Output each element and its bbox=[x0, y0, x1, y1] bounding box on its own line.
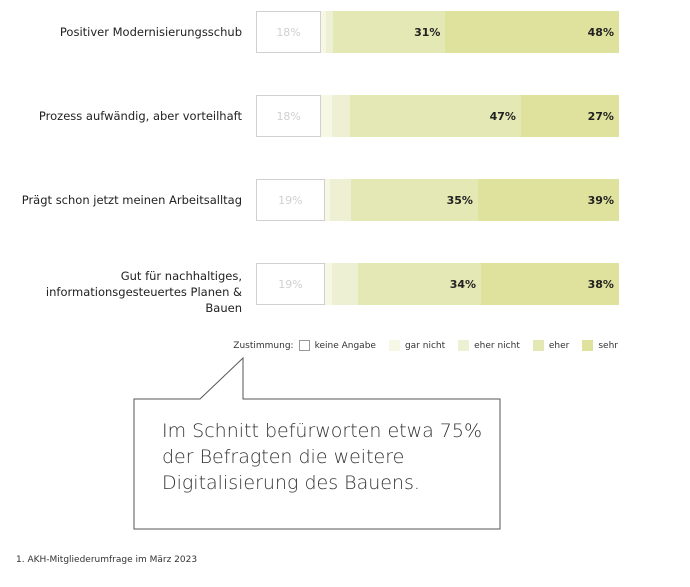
legend-swatch bbox=[532, 340, 544, 351]
legend-label: eher nicht bbox=[474, 340, 520, 351]
bar-segment-eher-nicht bbox=[326, 11, 334, 53]
data-label: 39% bbox=[587, 193, 614, 207]
data-label: 31% bbox=[414, 25, 441, 39]
bar-segment-sehr: 38% bbox=[481, 263, 619, 305]
bar-row: 18% 31% 48% bbox=[256, 11, 619, 53]
data-label: 19% bbox=[278, 193, 303, 207]
legend-swatch bbox=[388, 340, 400, 351]
bar-segment-eher: 31% bbox=[333, 11, 446, 53]
data-label: 19% bbox=[278, 277, 303, 291]
bar-row: 19% 35% 39% bbox=[256, 179, 619, 221]
data-label: 18% bbox=[276, 109, 301, 123]
bar-segment-sehr: 39% bbox=[477, 179, 619, 221]
bar-row: 18% 47% 27% bbox=[256, 95, 619, 137]
bar-segment-gar-nicht bbox=[324, 263, 333, 305]
bar-segment-keine-angabe: 18% bbox=[256, 95, 322, 137]
bar-segment-gar-nicht bbox=[321, 95, 333, 137]
data-label: 35% bbox=[446, 193, 473, 207]
category-label: Prozess aufwändig, aber vorteilhaft bbox=[38, 109, 242, 123]
callout-text: Im Schnitt befürworten etwa 75% der Befr… bbox=[162, 420, 483, 494]
bar-row: 19% 34% 38% bbox=[256, 263, 619, 305]
data-label: 47% bbox=[489, 109, 516, 123]
legend-label: keine Angabe bbox=[314, 340, 376, 351]
legend-label: eher bbox=[548, 340, 570, 351]
bar-segment-eher: 34% bbox=[357, 263, 482, 305]
data-label: 48% bbox=[587, 25, 614, 39]
data-label: 27% bbox=[587, 109, 614, 123]
category-label: Gut für nachhaltiges, informationsgesteu… bbox=[45, 269, 242, 315]
bar-segment-keine-angabe: 19% bbox=[256, 179, 325, 221]
bar-segment-sehr: 48% bbox=[445, 11, 619, 53]
bar-segment-gar-nicht bbox=[324, 179, 330, 221]
legend-swatch bbox=[298, 340, 310, 351]
bar-segment-gar-nicht bbox=[321, 11, 327, 53]
legend-label: sehr bbox=[598, 340, 618, 351]
legend-title: Zustimmung: bbox=[233, 340, 294, 351]
legend: Zustimmung: keine Angabe gar nicht eher ni… bbox=[233, 340, 618, 351]
bar-segment-eher-nicht bbox=[332, 263, 358, 305]
data-label: 34% bbox=[449, 277, 477, 291]
footnote: 1. AKH-Mitgliederumfrage im März 2023 bbox=[16, 555, 198, 565]
legend-swatch bbox=[458, 340, 470, 351]
data-label: 38% bbox=[587, 277, 614, 291]
bar-segment-eher-nicht bbox=[329, 179, 352, 221]
bar-segment-keine-angabe: 19% bbox=[256, 263, 325, 305]
bar-segment-keine-angabe: 18% bbox=[256, 11, 322, 53]
bar-segment-sehr: 27% bbox=[520, 95, 619, 137]
bar-segment-eher-nicht bbox=[332, 95, 351, 137]
category-label: Positiver Modernisierungsschub bbox=[59, 25, 242, 39]
data-label: 18% bbox=[276, 25, 301, 39]
bar-segment-eher: 35% bbox=[351, 179, 478, 221]
legend-swatch bbox=[582, 340, 594, 351]
legend-label: gar nicht bbox=[404, 340, 446, 351]
category-label: Prägt schon jetzt meinen Arbeitsalltag bbox=[21, 193, 242, 207]
bar-segment-eher: 47% bbox=[350, 95, 521, 137]
